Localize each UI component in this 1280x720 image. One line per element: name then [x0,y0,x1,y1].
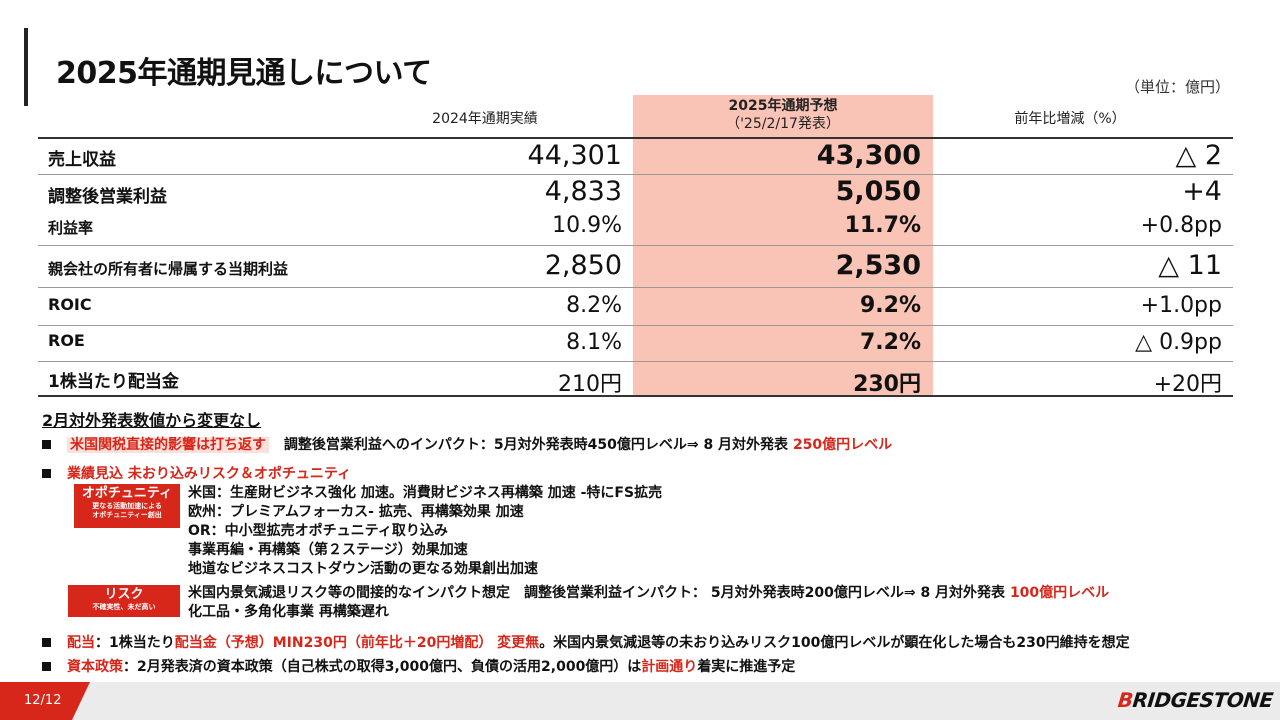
page-title: 2025年通期見通しについて [56,56,432,91]
notes-heading: 2月対外発表数値から変更なし [42,411,262,430]
risk-item: 米国内景気減退リスク等の間接的なインパクト想定 調整後営業利益インパクト： 5月… [188,584,1109,603]
table-divider [38,325,1233,326]
net-income-2024: 2,850 [544,250,622,281]
title-accent-bar [24,28,28,106]
revenue-2024: 44,301 [527,140,622,171]
tariff-text: 調整後営業利益へのインパクト：5月対外発表時450億円レベル⇒ 8 月対外発表 [283,437,789,453]
header-2025-forecast: 2025年通期予想 （'25/2/17発表） [633,97,933,133]
tariff-highlight: 米国関税直接的影響は打ち返す [67,437,269,453]
opportunity-list: 米国：生産財ビジネス強化 加速。消費財ビジネス再構築 加速 -特にFS拡売 欧州… [188,484,662,579]
bullet-square-icon [42,637,51,647]
capital-text-2: 着実に推進予定 [697,659,796,675]
bullet-square-icon [42,439,51,449]
dividend-yoy: +20円 [1153,372,1222,397]
bullet-risk-opportunity: 業績見込 未おり込みリスク＆オポチュニティ [42,463,351,483]
row-label-roic: ROIC [48,295,92,314]
risk-tag-label: リスク [104,587,144,602]
table-top-rule [38,137,1233,139]
adjusted-op-profit-yoy: +4 [1182,176,1222,207]
roic-2025: 9.2% [859,293,921,318]
footer-bar [0,682,1280,720]
profit-margin-yoy: +0.8pp [1140,213,1222,238]
capital-label: 資本政策 [67,659,123,675]
risk-opportunity-heading: 業績見込 未おり込みリスク＆オポチュニティ [67,466,352,482]
opportunity-tag: オポチュニティ 更なる活動加速による オポチュニティー創出 [74,484,180,528]
risk-item-value: 100億円レベル [1009,585,1110,601]
dividend-text-2: 。米国内景気減退等の未おり込みリスク100億円レベルが顕在化した場合も230円維… [539,635,1130,651]
logo-wordmark: RIDGESTONE [1131,688,1274,712]
dividend-2024: 210円 [558,372,622,397]
tariff-value: 250億円レベル [792,437,893,453]
roic-yoy: +1.0pp [1140,293,1222,318]
opportunity-item: 地道なビジネスコストダウン活動の更なる効果創出加速 [188,561,538,577]
risk-item-text: 米国内景気減退リスク等の間接的なインパクト想定 調整後営業利益インパクト： 5月… [188,585,1006,601]
roic-2024: 8.2% [566,293,622,318]
risk-tag-sub: 不確実性、未だ高い [92,603,156,611]
risk-tag: リスク 不確実性、未だ高い [68,585,180,617]
opportunity-tag-sub: 更なる活動加速による オポチュニティー創出 [92,502,162,519]
capital-highlight: 計画通り [641,659,698,675]
bullet-square-icon [42,468,51,478]
unit-label: （単位：億円） [1125,78,1231,96]
header-2024-actual: 2024年通期実績 [432,111,538,127]
capital-text-1: ：2月発表済の資本政策（自己株式の取得3,000億円、負債の活用2,000億円）… [123,659,642,675]
page-number: 12/12 [24,693,62,708]
opportunity-item: 事業再編・再構築（第２ステージ）効果加速 [188,542,468,558]
bullet-tariff: 米国関税直接的影響は打ち返す 調整後営業利益へのインパクト：5月対外発表時450… [42,434,892,454]
row-label-revenue: 売上収益 [48,150,116,170]
table-divider [38,174,1233,175]
dividend-label: 配当 [67,635,95,651]
revenue-yoy: △ 2 [1175,140,1222,171]
net-income-yoy: △ 11 [1158,250,1222,281]
opportunity-item: OR：中小型拡売オポチュニティ取り込み [188,523,448,539]
risk-item: 化工品・多角化事業 再構築遅れ [188,604,389,620]
table-divider [38,245,1233,246]
dividend-2025: 230円 [853,372,921,397]
header-yoy-change: 前年比増減（%） [1014,111,1126,127]
bullet-capital-policy: 資本政策：2月発表済の資本政策（自己株式の取得3,000億円、負債の活用2,00… [42,656,795,676]
adjusted-op-profit-2025: 5,050 [835,176,921,207]
row-label-dividend-per-share: 1株当たり配当金 [48,372,179,392]
roe-yoy: △ 0.9pp [1135,330,1222,355]
header-2025-forecast-date: （'25/2/17発表） [726,116,840,132]
dividend-text-1: ：1株当たり [95,635,175,651]
row-label-adjusted-operating-profit: 調整後営業利益 [48,187,167,207]
revenue-2025: 43,300 [816,140,921,171]
roe-2025: 7.2% [859,330,921,355]
header-2025-forecast-title: 2025年通期予想 [728,98,838,114]
row-label-net-income: 親会社の所有者に帰属する当期利益 [48,260,289,278]
row-label-roe: ROE [48,331,85,350]
bridgestone-logo: BRIDGESTONE [1117,688,1274,712]
table-divider [38,361,1233,362]
profit-margin-2024: 10.9% [552,213,622,238]
adjusted-op-profit-2024: 4,833 [544,176,622,207]
row-label-profit-margin: 利益率 [48,219,94,237]
net-income-2025: 2,530 [835,250,921,281]
table-bottom-rule [38,395,1233,397]
bullet-square-icon [42,661,51,671]
roe-2024: 8.1% [566,330,622,355]
opportunity-tag-label: オポチュニティ [81,486,173,501]
profit-margin-2025: 11.7% [844,213,921,238]
risk-list: 米国内景気減退リスク等の間接的なインパクト想定 調整後営業利益インパクト： 5月… [188,584,1109,622]
opportunity-item: 米国：生産財ビジネス強化 加速。消費財ビジネス再構築 加速 -特にFS拡売 [188,485,663,501]
bullet-dividend: 配当：1株当たり配当金（予想）MIN230円（前年比＋20円増配） 変更無。米国… [42,632,1130,652]
dividend-highlight: 配当金（予想）MIN230円（前年比＋20円増配） 変更無 [174,635,540,651]
opportunity-item: 欧州：プレミアムフォーカス- 拡売、再構築効果 加速 [188,504,524,520]
table-divider [38,287,1233,288]
